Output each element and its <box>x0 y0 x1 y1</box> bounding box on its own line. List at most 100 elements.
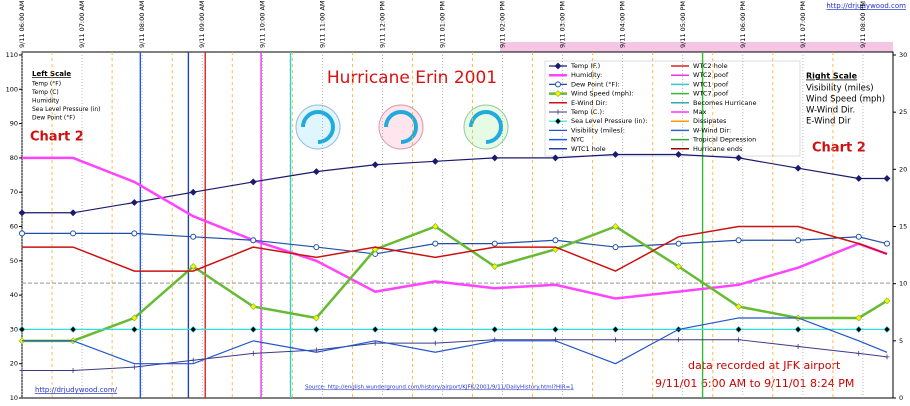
data-point-group <box>675 240 682 247</box>
series-line <box>22 153 887 214</box>
data-point <box>855 314 863 322</box>
data-point <box>249 325 257 333</box>
data-point-group <box>551 154 559 162</box>
data-point-group <box>432 240 439 247</box>
data-point-group <box>371 161 379 169</box>
data-point-group <box>312 314 320 322</box>
data-point <box>190 233 197 240</box>
data-point-group <box>249 178 257 186</box>
data-point <box>554 90 562 98</box>
data-point-group <box>313 244 320 251</box>
data-point <box>189 263 197 270</box>
legend-label: WTC1 poof <box>693 80 729 88</box>
site-link[interactable]: http://drjudywood.com/ <box>35 386 118 394</box>
data-point <box>735 237 742 244</box>
data-point-group <box>189 188 197 196</box>
data-point <box>612 151 619 158</box>
data-point-group <box>675 263 682 270</box>
data-point-group <box>883 325 891 333</box>
data-point-group <box>676 337 682 343</box>
data-point <box>250 350 256 356</box>
data-point <box>555 81 561 88</box>
x-tick-label: 9/11 03:00 PM <box>559 1 567 48</box>
x-tick-label: 9/11 12:00 PM <box>378 1 386 48</box>
y2-tick-label: 15 <box>899 223 907 231</box>
data-point-group <box>735 154 743 162</box>
data-point-group <box>612 223 619 230</box>
data-point-group <box>189 263 197 270</box>
data-point-group <box>855 233 862 240</box>
data-point <box>491 240 498 247</box>
legend-label: Hurricane ends <box>693 145 743 153</box>
right-scale-item: Visibility (miles) <box>806 84 874 94</box>
data-point <box>612 244 619 251</box>
data-point <box>551 325 559 333</box>
left-scale-item: Temp (C) <box>31 89 59 96</box>
x-tick-label: 9/11 07:00 PM <box>799 1 807 48</box>
data-point <box>491 263 499 270</box>
annotation: 9/11/01 6:00 AM to 9/11/01 8:24 PM <box>655 377 854 390</box>
series-line <box>22 156 888 300</box>
data-point <box>491 154 499 162</box>
series-line <box>22 225 888 343</box>
data-point <box>313 244 320 251</box>
data-point <box>883 240 890 247</box>
data-point <box>735 303 743 310</box>
data-point <box>312 168 320 176</box>
legend-label: W-Wind Dir: <box>693 126 731 134</box>
compass-arrow <box>301 110 335 144</box>
left-scale-item: Humidity <box>32 98 60 105</box>
y2-tick-label: 10 <box>899 280 907 288</box>
source-link[interactable]: Source: http://english.wunderground.com/… <box>305 385 574 391</box>
data-point-group <box>675 151 682 158</box>
data-point <box>250 237 257 244</box>
data-point-group <box>883 297 891 305</box>
data-point <box>735 325 743 333</box>
left-scale-item: Dew Point (°F) <box>32 115 75 122</box>
data-point-group <box>736 337 742 343</box>
data-point-group <box>491 240 498 247</box>
data-point-group <box>313 347 319 353</box>
data-point-group <box>249 325 257 333</box>
data-point <box>883 297 891 305</box>
plot-frame <box>21 51 894 399</box>
data-point <box>18 209 26 217</box>
left-scale-title: Left Scale <box>32 70 71 78</box>
legend-label: Visibility (miles): <box>571 126 625 134</box>
data-point-group <box>69 209 77 217</box>
data-point-group <box>612 151 619 158</box>
data-point <box>552 237 559 244</box>
legend-label: WTC7 poof <box>693 90 729 98</box>
data-point <box>431 325 439 333</box>
y2-tick-label: 5 <box>899 337 903 345</box>
left-scale-item: Temp (°F) <box>31 81 61 88</box>
data-point-group <box>249 303 257 310</box>
legend-label: WTC2 poof <box>693 71 729 79</box>
x-tick-label: 9/11 05:00 PM <box>679 1 687 48</box>
data-point <box>131 230 138 237</box>
data-point <box>794 164 802 172</box>
compass-arrow <box>469 110 503 144</box>
data-point <box>736 337 742 343</box>
data-point-group <box>18 209 26 217</box>
series-line <box>22 232 888 255</box>
data-point-group <box>130 325 138 333</box>
legend-label: Temp (C.): <box>570 108 604 116</box>
y2-tick-label: 30 <box>899 51 907 59</box>
x-tick-label: 9/11 06:00 AM <box>18 0 26 48</box>
data-point <box>794 325 802 333</box>
data-point <box>431 223 439 230</box>
data-point-group <box>552 237 559 244</box>
data-point-group <box>431 223 439 230</box>
legend-label: Dew Point (°F): <box>571 80 620 88</box>
data-point-group <box>491 263 499 270</box>
data-point-group <box>883 175 891 182</box>
site-link[interactable]: http://drjudywood.com <box>826 2 906 10</box>
data-point <box>491 325 499 333</box>
chart-label: Chart 2 <box>812 141 866 156</box>
data-point <box>856 350 862 356</box>
data-point-group <box>855 175 863 182</box>
data-point <box>855 233 862 240</box>
compass-icons <box>295 104 509 150</box>
y-tick-label: 110 <box>6 51 18 59</box>
